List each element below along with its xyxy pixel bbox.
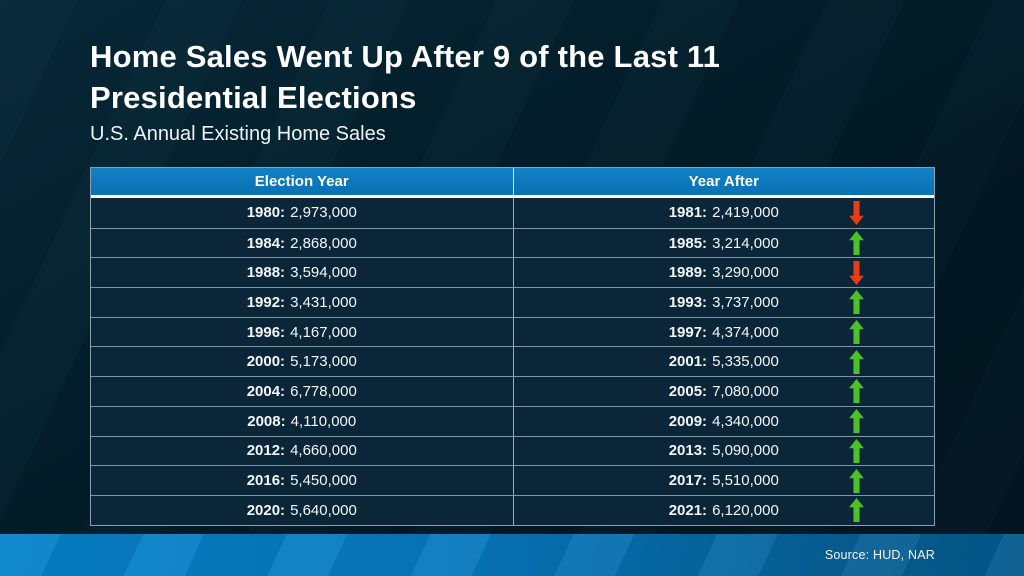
year-label: 2021: <box>668 501 708 519</box>
sales-value: 4,374,000 <box>712 323 779 341</box>
trend-arrow-icon <box>849 409 864 434</box>
year-label: 1985: <box>668 234 708 252</box>
election-year-cell: 2008: 4,110,000 <box>91 407 513 436</box>
table-row: 2012: 4,660,000 2013: 5,090,000 <box>91 435 935 466</box>
trend-arrow-icon <box>849 438 864 463</box>
year-after-cell: 1981: 2,419,000 <box>512 198 935 228</box>
sales-value: 3,737,000 <box>712 293 779 311</box>
year-after-cell: 2001: 5,335,000 <box>512 347 935 377</box>
year-after-cell: 1989: 3,290,000 <box>512 258 935 288</box>
table-row: 2004: 6,778,000 2005: 7,080,000 <box>91 376 934 406</box>
sales-value: 2,868,000 <box>290 234 357 252</box>
sales-value: 6,120,000 <box>712 501 779 519</box>
year-after-cell: 2005: 7,080,000 <box>512 377 935 406</box>
table-row: 1992: 3,431,000 1993: 3,737,000 <box>91 287 934 317</box>
sales-value: 3,290,000 <box>712 264 779 282</box>
sales-value: 4,110,000 <box>290 412 357 430</box>
trend-arrow-icon <box>849 498 864 523</box>
year-label: 1997: <box>668 323 708 341</box>
trend-arrow-icon <box>849 320 864 345</box>
trend-arrow-icon <box>849 260 864 285</box>
sales-value: 7,080,000 <box>712 382 779 400</box>
header-election-year: Election Year <box>254 173 349 190</box>
election-year-cell: 1996: 4,167,000 <box>91 318 513 347</box>
trend-arrow-icon <box>849 349 864 374</box>
election-year-cell: 2012: 4,660,000 <box>91 437 513 466</box>
source-attribution: Source: HUD, NAR <box>824 548 935 562</box>
table-row: 1980: 2,973,000 1981: 2,419,000 <box>91 198 934 228</box>
year-after-cell: 2021: 6,120,000 <box>512 495 935 525</box>
year-label: 2005: <box>668 382 708 400</box>
footer-bar: Source: HUD, NAR <box>0 534 1024 576</box>
year-label: 2020: <box>246 501 286 519</box>
title-line-2: Presidential Elections <box>90 80 417 115</box>
sales-value: 5,335,000 <box>712 353 779 371</box>
year-after-cell: 1985: 3,214,000 <box>512 228 935 258</box>
year-label: 1996: <box>246 323 286 341</box>
sales-value: 4,660,000 <box>290 442 357 460</box>
sales-value: 5,510,000 <box>712 472 779 490</box>
year-label: 2004: <box>246 382 286 400</box>
trend-arrow-icon <box>849 290 864 315</box>
year-label: 1988: <box>246 264 286 282</box>
table-row: 1996: 4,167,000 1997: 4,374,000 <box>91 316 935 347</box>
year-label: 1980: <box>246 204 286 222</box>
sales-value: 2,419,000 <box>712 204 779 222</box>
year-label: 1984: <box>246 234 286 252</box>
sales-value: 5,173,000 <box>290 353 357 371</box>
year-label: 2009: <box>668 412 708 430</box>
sales-value: 5,090,000 <box>712 442 779 460</box>
election-year-cell: 1984: 2,868,000 <box>91 229 513 258</box>
year-label: 2001: <box>668 353 708 371</box>
year-after-cell: 2017: 5,510,000 <box>512 466 935 495</box>
table-row: 2020: 5,640,000 2021: 6,120,000 <box>91 494 935 525</box>
year-after-cell: 2013: 5,090,000 <box>512 436 935 466</box>
sales-value: 4,340,000 <box>712 412 779 430</box>
election-year-cell: 1980: 2,973,000 <box>91 198 513 228</box>
title-line-1: Home Sales Went Up After 9 of the Last 1… <box>90 39 721 74</box>
year-label: 2012: <box>246 442 286 460</box>
sales-value: 5,640,000 <box>290 501 357 519</box>
table-row: 2008: 4,110,000 2009: 4,340,000 <box>91 405 935 436</box>
year-after-cell: 2009: 4,340,000 <box>512 406 935 436</box>
sales-value: 2,973,000 <box>290 204 357 222</box>
year-label: 1993: <box>668 293 708 311</box>
sales-value: 6,778,000 <box>290 382 357 400</box>
election-year-cell: 2000: 5,173,000 <box>91 347 513 376</box>
page-title: Home Sales Went Up After 9 of the Last 1… <box>90 36 974 118</box>
year-label: 1989: <box>668 264 708 282</box>
table-row: 2000: 5,173,000 2001: 5,335,000 <box>91 346 935 377</box>
year-label: 1981: <box>668 204 708 222</box>
table-row: 1988: 3,594,000 1989: 3,290,000 <box>91 257 935 288</box>
election-year-cell: 2004: 6,778,000 <box>91 377 513 406</box>
table-row: 1984: 2,868,000 1985: 3,214,000 <box>91 227 935 258</box>
year-after-cell: 1993: 3,737,000 <box>512 288 935 317</box>
election-year-cell: 1988: 3,594,000 <box>91 258 513 287</box>
year-label: 2013: <box>668 442 708 460</box>
year-after-cell: 1997: 4,374,000 <box>512 317 935 347</box>
election-year-cell: 2020: 5,640,000 <box>91 496 513 525</box>
year-label: 2000: <box>246 353 286 371</box>
sales-value: 3,431,000 <box>290 293 357 311</box>
year-label: 1992: <box>246 293 286 311</box>
sales-value: 4,167,000 <box>290 323 357 341</box>
sales-value: 3,214,000 <box>712 234 779 252</box>
home-sales-table: Election Year Year After 1980: 2,973,000… <box>90 167 935 526</box>
sales-value: 3,594,000 <box>290 264 357 282</box>
election-year-cell: 2016: 5,450,000 <box>91 466 513 495</box>
header-year-after: Year After <box>512 168 935 195</box>
election-year-cell: 1992: 3,431,000 <box>91 288 513 317</box>
page-subtitle: U.S. Annual Existing Home Sales <box>90 123 386 145</box>
table-row: 2016: 5,450,000 2017: 5,510,000 <box>91 465 934 495</box>
trend-arrow-icon <box>849 231 864 256</box>
trend-arrow-icon <box>849 379 864 404</box>
trend-arrow-icon <box>849 200 864 225</box>
year-label: 2017: <box>668 472 708 490</box>
table-header-row: Election Year Year After <box>91 168 934 198</box>
year-label: 2016: <box>246 472 286 490</box>
sales-value: 5,450,000 <box>290 472 357 490</box>
year-label: 2008: <box>247 412 286 430</box>
trend-arrow-icon <box>849 468 864 493</box>
